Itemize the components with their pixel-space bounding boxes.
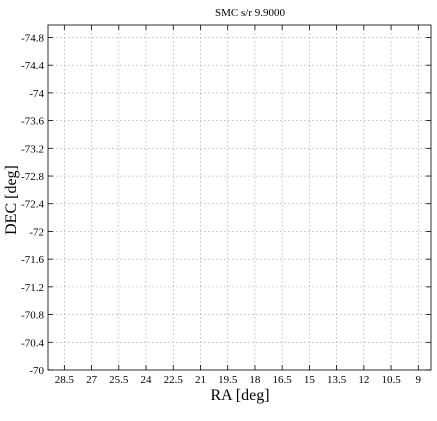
y-tick-label: -73.2 <box>21 143 44 155</box>
x-tick-label: 18 <box>249 374 261 386</box>
y-tick-label: -72.8 <box>21 171 44 183</box>
x-tick-label: 28.5 <box>55 374 75 386</box>
x-tick-label: 22.5 <box>164 374 184 386</box>
y-tick-label: -74 <box>29 88 44 100</box>
y-tick-label: -70 <box>29 365 44 377</box>
x-tick-label: 25.5 <box>109 374 129 386</box>
axis-ticks <box>48 25 431 371</box>
x-tick-label: 19.5 <box>218 374 238 386</box>
y-tick-label: -72.4 <box>21 199 44 211</box>
y-axis-label: DEC [deg] <box>3 165 20 235</box>
y-tick-label: -73.6 <box>21 116 44 128</box>
x-tick-label: 15 <box>304 374 316 386</box>
x-axis-label: RA [deg] <box>210 387 269 404</box>
y-tick-label: -74.4 <box>21 60 44 72</box>
y-tick-label: -71.2 <box>21 282 44 294</box>
chart-title: SMC s/r 9.9000 <box>215 7 285 19</box>
y-tick-label: -74.8 <box>21 32 44 44</box>
x-tick-label: 24 <box>141 374 153 386</box>
x-tick-label: 13.5 <box>327 374 347 386</box>
y-tick-label: -70.4 <box>21 337 44 349</box>
y-tick-labels: -70 -70.4 -70.8 -71.2 -71.6 -72 -72.4 -72.8 -73.… <box>21 32 44 377</box>
y-tick-label: -70.8 <box>21 310 44 322</box>
x-tick-label: 16.5 <box>273 374 293 386</box>
y-tick-label: -72 <box>29 226 44 238</box>
x-tick-label: 10.5 <box>381 374 401 386</box>
y-tick-label: -71.6 <box>21 254 44 266</box>
x-tick-label: 27 <box>86 374 98 386</box>
x-tick-label: 21 <box>195 374 206 386</box>
x-tick-labels: 28.5 27 25.5 24 22.5 21 19.5 18 16.5 15 13.5 12 10.5… <box>55 374 422 386</box>
grid-lines <box>48 25 431 371</box>
x-tick-label: 9 <box>416 374 422 386</box>
plot-frame <box>47 24 432 371</box>
x-tick-label: 12 <box>358 374 369 386</box>
